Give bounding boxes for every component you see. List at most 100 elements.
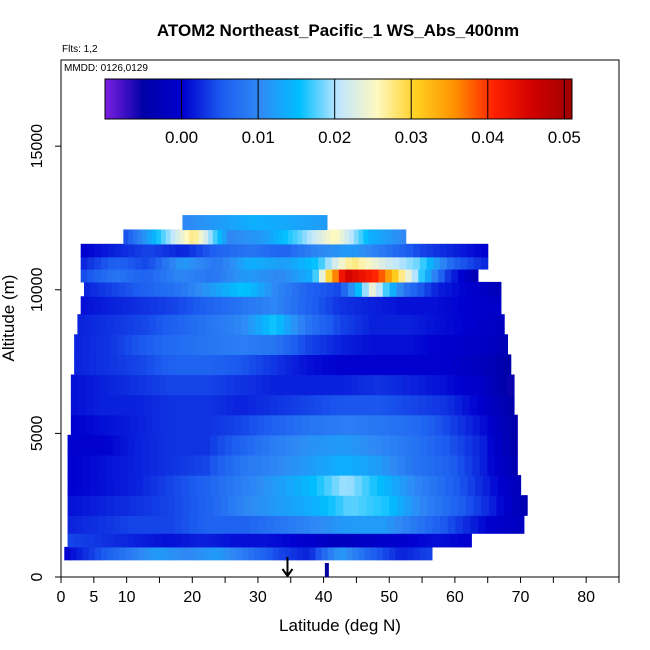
heat-cell bbox=[94, 546, 102, 561]
heat-cell bbox=[182, 243, 190, 258]
heat-cell bbox=[321, 354, 330, 376]
heat-cell bbox=[152, 414, 161, 436]
heat-cell bbox=[283, 334, 292, 356]
heat-cell bbox=[143, 296, 152, 315]
heat-cell bbox=[150, 546, 157, 561]
heat-cell bbox=[320, 281, 328, 297]
heat-cell bbox=[283, 296, 292, 315]
heat-cell bbox=[277, 374, 286, 396]
heat-cell bbox=[203, 229, 209, 245]
heat-cell bbox=[325, 229, 331, 245]
heat-cell bbox=[334, 281, 342, 297]
heat-cell bbox=[151, 495, 161, 516]
heat-cell bbox=[148, 256, 156, 270]
heat-cell bbox=[231, 229, 237, 245]
heat-cell bbox=[457, 454, 466, 476]
heat-cell bbox=[488, 354, 497, 376]
heat-cell bbox=[175, 243, 184, 258]
heat-cell bbox=[277, 256, 285, 270]
heat-cell bbox=[132, 281, 141, 297]
heat-cell bbox=[240, 215, 244, 231]
heat-cell bbox=[502, 414, 511, 436]
heat-cell bbox=[139, 334, 147, 356]
heat-cell bbox=[146, 334, 155, 356]
heat-cell bbox=[493, 281, 502, 297]
heat-cell bbox=[262, 296, 271, 315]
heat-cell bbox=[465, 296, 474, 315]
heat-cell bbox=[406, 334, 415, 356]
heat-cell bbox=[136, 515, 145, 534]
heat-cell bbox=[185, 296, 194, 315]
heat-cell bbox=[157, 454, 166, 476]
heat-cell bbox=[125, 546, 133, 561]
heat-cell bbox=[263, 243, 272, 258]
heat-cell bbox=[156, 229, 162, 245]
heat-cell bbox=[454, 314, 463, 335]
heat-cell bbox=[82, 546, 90, 561]
heat-cell bbox=[431, 268, 439, 283]
heat-cell bbox=[451, 296, 460, 315]
heat-cell bbox=[442, 414, 451, 436]
heat-cell bbox=[492, 334, 501, 356]
heat-cell bbox=[423, 296, 432, 315]
heat-cell bbox=[144, 374, 153, 396]
heat-cell bbox=[432, 515, 441, 534]
heat-cell bbox=[105, 454, 114, 476]
heat-cell bbox=[132, 229, 139, 245]
heat-cell bbox=[174, 374, 183, 396]
heat-cell bbox=[105, 495, 115, 516]
heat-cell bbox=[150, 475, 159, 496]
heat-cell bbox=[189, 243, 197, 258]
heat-cell bbox=[166, 374, 175, 396]
heat-cell bbox=[297, 243, 306, 258]
heat-cell bbox=[254, 434, 264, 456]
heat-cell bbox=[456, 334, 465, 356]
heat-cell bbox=[314, 454, 323, 476]
heat-cell bbox=[87, 256, 95, 270]
heat-cell bbox=[243, 495, 252, 516]
heat-cell bbox=[170, 229, 176, 245]
heat-cell bbox=[487, 454, 496, 476]
heat-cell bbox=[395, 374, 404, 396]
heat-cell bbox=[285, 394, 294, 416]
heat-cell bbox=[101, 256, 109, 270]
heat-cell bbox=[222, 229, 228, 245]
heat-cell bbox=[398, 268, 406, 283]
heat-cell bbox=[272, 546, 280, 561]
heat-cell bbox=[295, 515, 304, 534]
heat-cell bbox=[494, 434, 503, 456]
heat-cell bbox=[202, 243, 211, 258]
heat-cell bbox=[300, 215, 304, 231]
heat-cell bbox=[284, 243, 292, 258]
heat-cell bbox=[159, 495, 168, 516]
heat-cell bbox=[141, 243, 150, 258]
heat-cell bbox=[372, 229, 379, 245]
heat-cell bbox=[320, 495, 329, 516]
heat-cell bbox=[475, 314, 484, 335]
heat-cell bbox=[302, 229, 308, 245]
heat-cell bbox=[229, 281, 238, 297]
heat-cell bbox=[467, 475, 476, 496]
heat-cell bbox=[468, 314, 477, 335]
heat-cell bbox=[107, 243, 116, 258]
heat-cell bbox=[323, 533, 331, 548]
heat-cell bbox=[158, 475, 167, 496]
heat-cell bbox=[263, 354, 272, 376]
heat-cell bbox=[440, 256, 448, 270]
heat-cell bbox=[386, 229, 393, 245]
heat-cell bbox=[337, 434, 346, 456]
heat-cell bbox=[78, 414, 87, 436]
heat-cell bbox=[440, 515, 449, 534]
heat-cell bbox=[199, 546, 206, 561]
heat-cell bbox=[120, 314, 128, 335]
heat-cell bbox=[458, 268, 466, 283]
heat-cell bbox=[453, 256, 462, 270]
heat-cell bbox=[348, 515, 358, 534]
heat-cell bbox=[101, 243, 109, 258]
heat-cell bbox=[167, 495, 176, 516]
heat-cell bbox=[128, 256, 136, 270]
heat-cell bbox=[192, 215, 196, 231]
heat-cell bbox=[413, 546, 421, 561]
heat-cell bbox=[93, 268, 102, 283]
